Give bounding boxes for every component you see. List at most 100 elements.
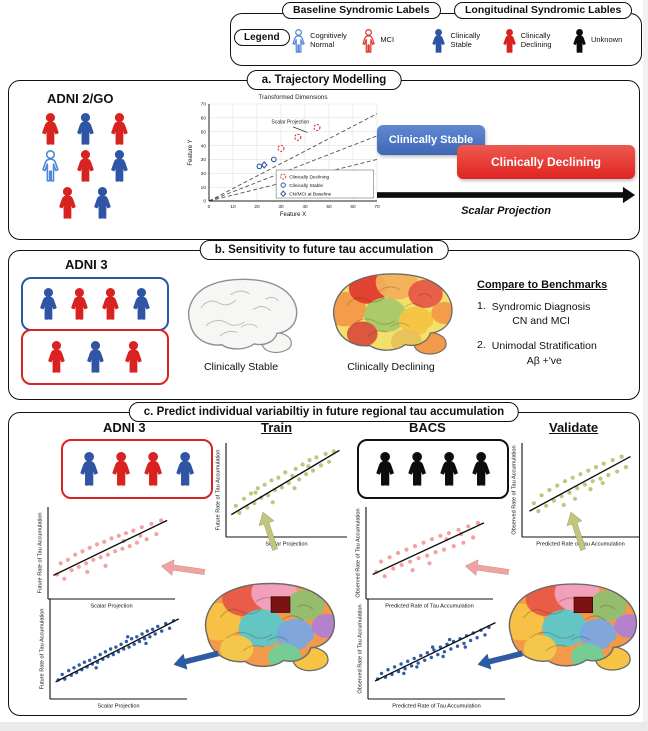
- train-pink-arrow: [160, 558, 206, 580]
- panel-a-cohort-label: ADNI 2/GO: [47, 91, 114, 106]
- person-icon-blue: [37, 288, 60, 320]
- svg-text:70: 70: [374, 204, 380, 210]
- train-blue-arrow: [172, 646, 221, 673]
- person-icon-red: [109, 452, 133, 486]
- panel-b-stable-group-box: [21, 277, 169, 331]
- clinically-stable-icon: [430, 28, 447, 53]
- validate-cohort-label: BACS: [409, 420, 446, 435]
- clinically-declining-flag: Clinically Declining: [457, 145, 635, 179]
- benchmark-text: CN and MCI: [512, 315, 570, 328]
- benchmark-number: 2.: [477, 339, 486, 352]
- validate-brain: [499, 553, 643, 699]
- legend-item: Unknown: [571, 28, 637, 53]
- svg-text:20: 20: [254, 204, 260, 210]
- svg-text:Observed Rate of Tau Accumulat: Observed Rate of Tau Accumulation: [356, 508, 362, 597]
- validate-group-box: [357, 439, 509, 499]
- panel-a: a. Trajectory Modelling ADNI 2/GO 0 0 10 10…: [8, 70, 640, 240]
- svg-text:Feature Y: Feature Y: [188, 139, 194, 165]
- stable-brain: [177, 273, 305, 357]
- benchmark-item: 1. Syndromic Diagnosis CN and MCI: [477, 300, 637, 328]
- cognitively-normal-icon: [290, 28, 307, 53]
- unknown-icon: [571, 28, 588, 53]
- train-label: Train: [261, 420, 293, 435]
- person-icon-blue: [108, 150, 131, 182]
- svg-text:50: 50: [326, 204, 332, 210]
- svg-text:Scalar Projection: Scalar Projection: [265, 542, 307, 548]
- person-icon-blue: [84, 341, 107, 373]
- person-icon-red: [122, 341, 145, 373]
- benchmark-item: 2. Unimodal Stratification Aβ +'ve: [477, 339, 637, 367]
- svg-text:0: 0: [208, 204, 211, 210]
- person-icon-blue: [130, 288, 153, 320]
- svg-text:Clinically Stable: Clinically Stable: [289, 183, 323, 189]
- svg-text:Future Rate of Tau Accumulatio: Future Rate of Tau Accumulation: [216, 449, 222, 530]
- validate-label: Validate: [549, 420, 599, 435]
- train-group-box: [61, 439, 213, 499]
- legend-item: Clinically Stable: [430, 28, 496, 53]
- svg-text:Future Rate of Tau Accumulatio: Future Rate of Tau Accumulation: [40, 608, 46, 689]
- svg-text:Observed Rate of Tau Accumulat: Observed Rate of Tau Accumulation: [512, 445, 518, 534]
- panel-a-population: [29, 113, 141, 219]
- svg-text:Feature X: Feature X: [280, 212, 306, 218]
- train-scatter-bottom: Scalar Projection Future Rate of Tau Accu…: [37, 597, 189, 711]
- panel-b-cohort-label: ADNI 3: [65, 257, 108, 272]
- page-edge-bottom: [0, 722, 648, 731]
- svg-text:0: 0: [203, 199, 206, 205]
- person-icon-red: [68, 288, 91, 320]
- legend-item-label: Clinically Declining: [520, 31, 552, 49]
- train-scatter-middle: Scalar Projection Future Rate of Tau Accu…: [35, 505, 177, 611]
- panel-b-declining-group-box: [21, 329, 169, 385]
- person-icon-red: [39, 113, 62, 145]
- benchmark-text: Unimodal Stratification: [491, 340, 597, 353]
- person-icon-red: [56, 187, 79, 219]
- svg-text:60: 60: [201, 116, 207, 122]
- svg-text:10: 10: [230, 204, 236, 210]
- legend-item: Clinically Declining: [501, 28, 567, 53]
- legend-label: Legend: [234, 29, 290, 46]
- svg-text:Future Rate of Tau Accumulatio: Future Rate of Tau Accumulation: [38, 512, 44, 593]
- legend-item: MCI: [360, 28, 426, 53]
- person-icon-blue: [77, 452, 101, 486]
- longitudinal-labels-title: Longitudinal Syndromic Lables: [454, 2, 633, 19]
- validate-olive-arrow: [563, 510, 591, 553]
- legend-items: Cognitively Normal MCI Clinically Stable Cl…: [290, 17, 637, 64]
- legend-item-label: Unknown: [590, 35, 623, 45]
- benchmarks-heading: Compare to Benchmarks: [477, 279, 608, 291]
- stable-brain-label: Clinically Stable: [203, 361, 279, 373]
- person-icon-red: [99, 288, 122, 320]
- validate-blue-arrow: [476, 646, 525, 673]
- panel-c-title: c. Predict individual variabiltiy in fut…: [128, 402, 520, 422]
- svg-text:Clinically Declining: Clinically Declining: [289, 174, 329, 180]
- benchmarks-block: Compare to Benchmarks 1. Syndromic Diagn…: [477, 279, 637, 379]
- train-brain: [195, 553, 341, 699]
- train-scatter-top: Scalar Projection Future Rate of Tau Accu…: [213, 441, 349, 549]
- scrollbar-track[interactable]: [643, 0, 648, 731]
- panel-b: b. Sensitivity to future tau accumulatio…: [8, 240, 640, 400]
- legend-panel: Baseline Syndromic Labels Longitudinal S…: [230, 2, 642, 66]
- person-icon-blue_outline: [39, 150, 62, 182]
- validate-scatter-middle: Predicted Rate of Tau Accumulation Observ…: [353, 505, 495, 611]
- panel-c: c. Predict individual variabiltiy in fut…: [8, 402, 643, 716]
- person-icon-black: [405, 452, 429, 486]
- clinically-declining-icon: [501, 28, 518, 53]
- svg-text:10: 10: [201, 185, 207, 191]
- svg-text:Scalar Projection: Scalar Projection: [90, 604, 132, 610]
- panel-a-title: a. Trajectory Modelling: [246, 70, 402, 90]
- person-icon-blue: [74, 113, 97, 145]
- declining-brain-label: Clinically Declining: [347, 361, 435, 373]
- scalar-projection-arrow-label: Scalar Projection: [461, 205, 551, 217]
- svg-text:Observed Rate of Tau Accumulat: Observed Rate of Tau Accumulation: [358, 604, 364, 693]
- person-icon-black: [373, 452, 397, 486]
- svg-text:30: 30: [278, 204, 284, 210]
- svg-text:Predicted Rate of Tau Accumula: Predicted Rate of Tau Accumulation: [385, 604, 474, 610]
- svg-text:Predicted Rate of Tau Accumula: Predicted Rate of Tau Accumulation: [392, 704, 481, 710]
- baseline-labels-title: Baseline Syndromic Labels: [282, 2, 441, 19]
- person-icon-red: [45, 341, 68, 373]
- benchmark-number: 1.: [477, 300, 486, 312]
- svg-text:70: 70: [201, 102, 207, 108]
- person-icon-black: [469, 452, 493, 486]
- legend-item: Cognitively Normal: [290, 28, 356, 53]
- benchmark-text: Syndromic Diagnosis: [491, 301, 591, 313]
- panel-b-title: b. Sensitivity to future tau accumulatio…: [199, 240, 449, 260]
- person-icon-blue: [173, 452, 197, 486]
